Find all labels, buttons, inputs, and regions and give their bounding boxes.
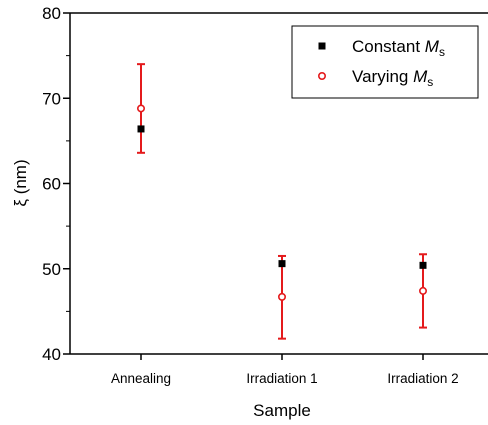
data-point-constant-ms xyxy=(137,125,145,133)
data-point-varying-ms xyxy=(277,292,286,301)
x-tick-label: Irradiation 2 xyxy=(387,371,458,386)
legend-label: Varying Ms xyxy=(352,67,433,89)
plot-area: 40 50 60 70 80 Annealing Irradiation 1 Irradiat… xyxy=(42,4,488,386)
y-tick-label: 70 xyxy=(42,89,61,108)
legend-marker-constant-ms xyxy=(318,42,326,50)
x-axis-label: Sample xyxy=(253,401,311,420)
y-tick-label: 50 xyxy=(42,260,61,279)
data-point-varying-ms xyxy=(137,104,146,113)
x-tick-label: Irradiation 1 xyxy=(246,371,317,386)
y-tick-label: 60 xyxy=(42,175,61,194)
y-tick-label: 40 xyxy=(42,345,61,364)
legend: Constant Ms Varying Ms xyxy=(291,25,479,99)
data-point-constant-ms xyxy=(278,260,286,268)
x-tick-label: Annealing xyxy=(111,371,171,386)
legend-box xyxy=(291,25,479,99)
data-point-varying-ms xyxy=(418,286,427,295)
y-tick-label: 80 xyxy=(42,4,61,23)
y-axis-label: ξ (nm) xyxy=(11,159,30,206)
legend-label: Constant Ms xyxy=(352,37,445,59)
legend-marker-varying-ms xyxy=(317,72,326,81)
data-point-constant-ms xyxy=(419,261,427,269)
